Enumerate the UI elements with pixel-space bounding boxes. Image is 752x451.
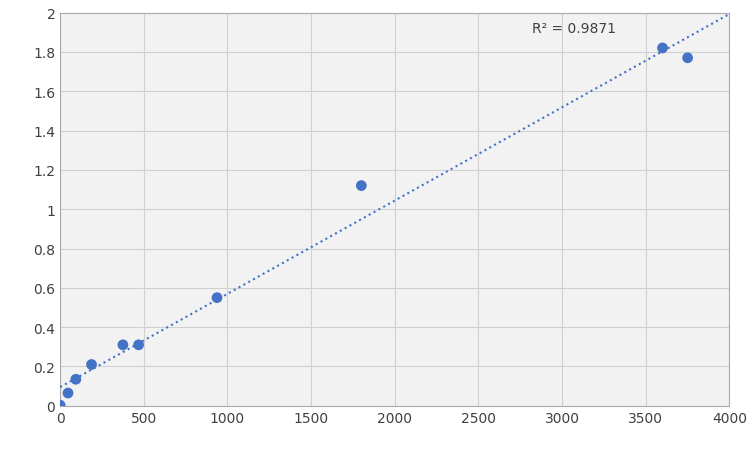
Point: [211, 295, 223, 302]
Point: [355, 183, 367, 190]
Point: [117, 341, 129, 349]
Point: [656, 45, 669, 52]
Point: [681, 55, 693, 62]
Point: [86, 361, 98, 368]
Point: [70, 376, 82, 383]
Point: [62, 390, 74, 397]
Text: R² = 0.9871: R² = 0.9871: [532, 23, 616, 37]
Point: [132, 341, 144, 349]
Point: [54, 402, 66, 409]
